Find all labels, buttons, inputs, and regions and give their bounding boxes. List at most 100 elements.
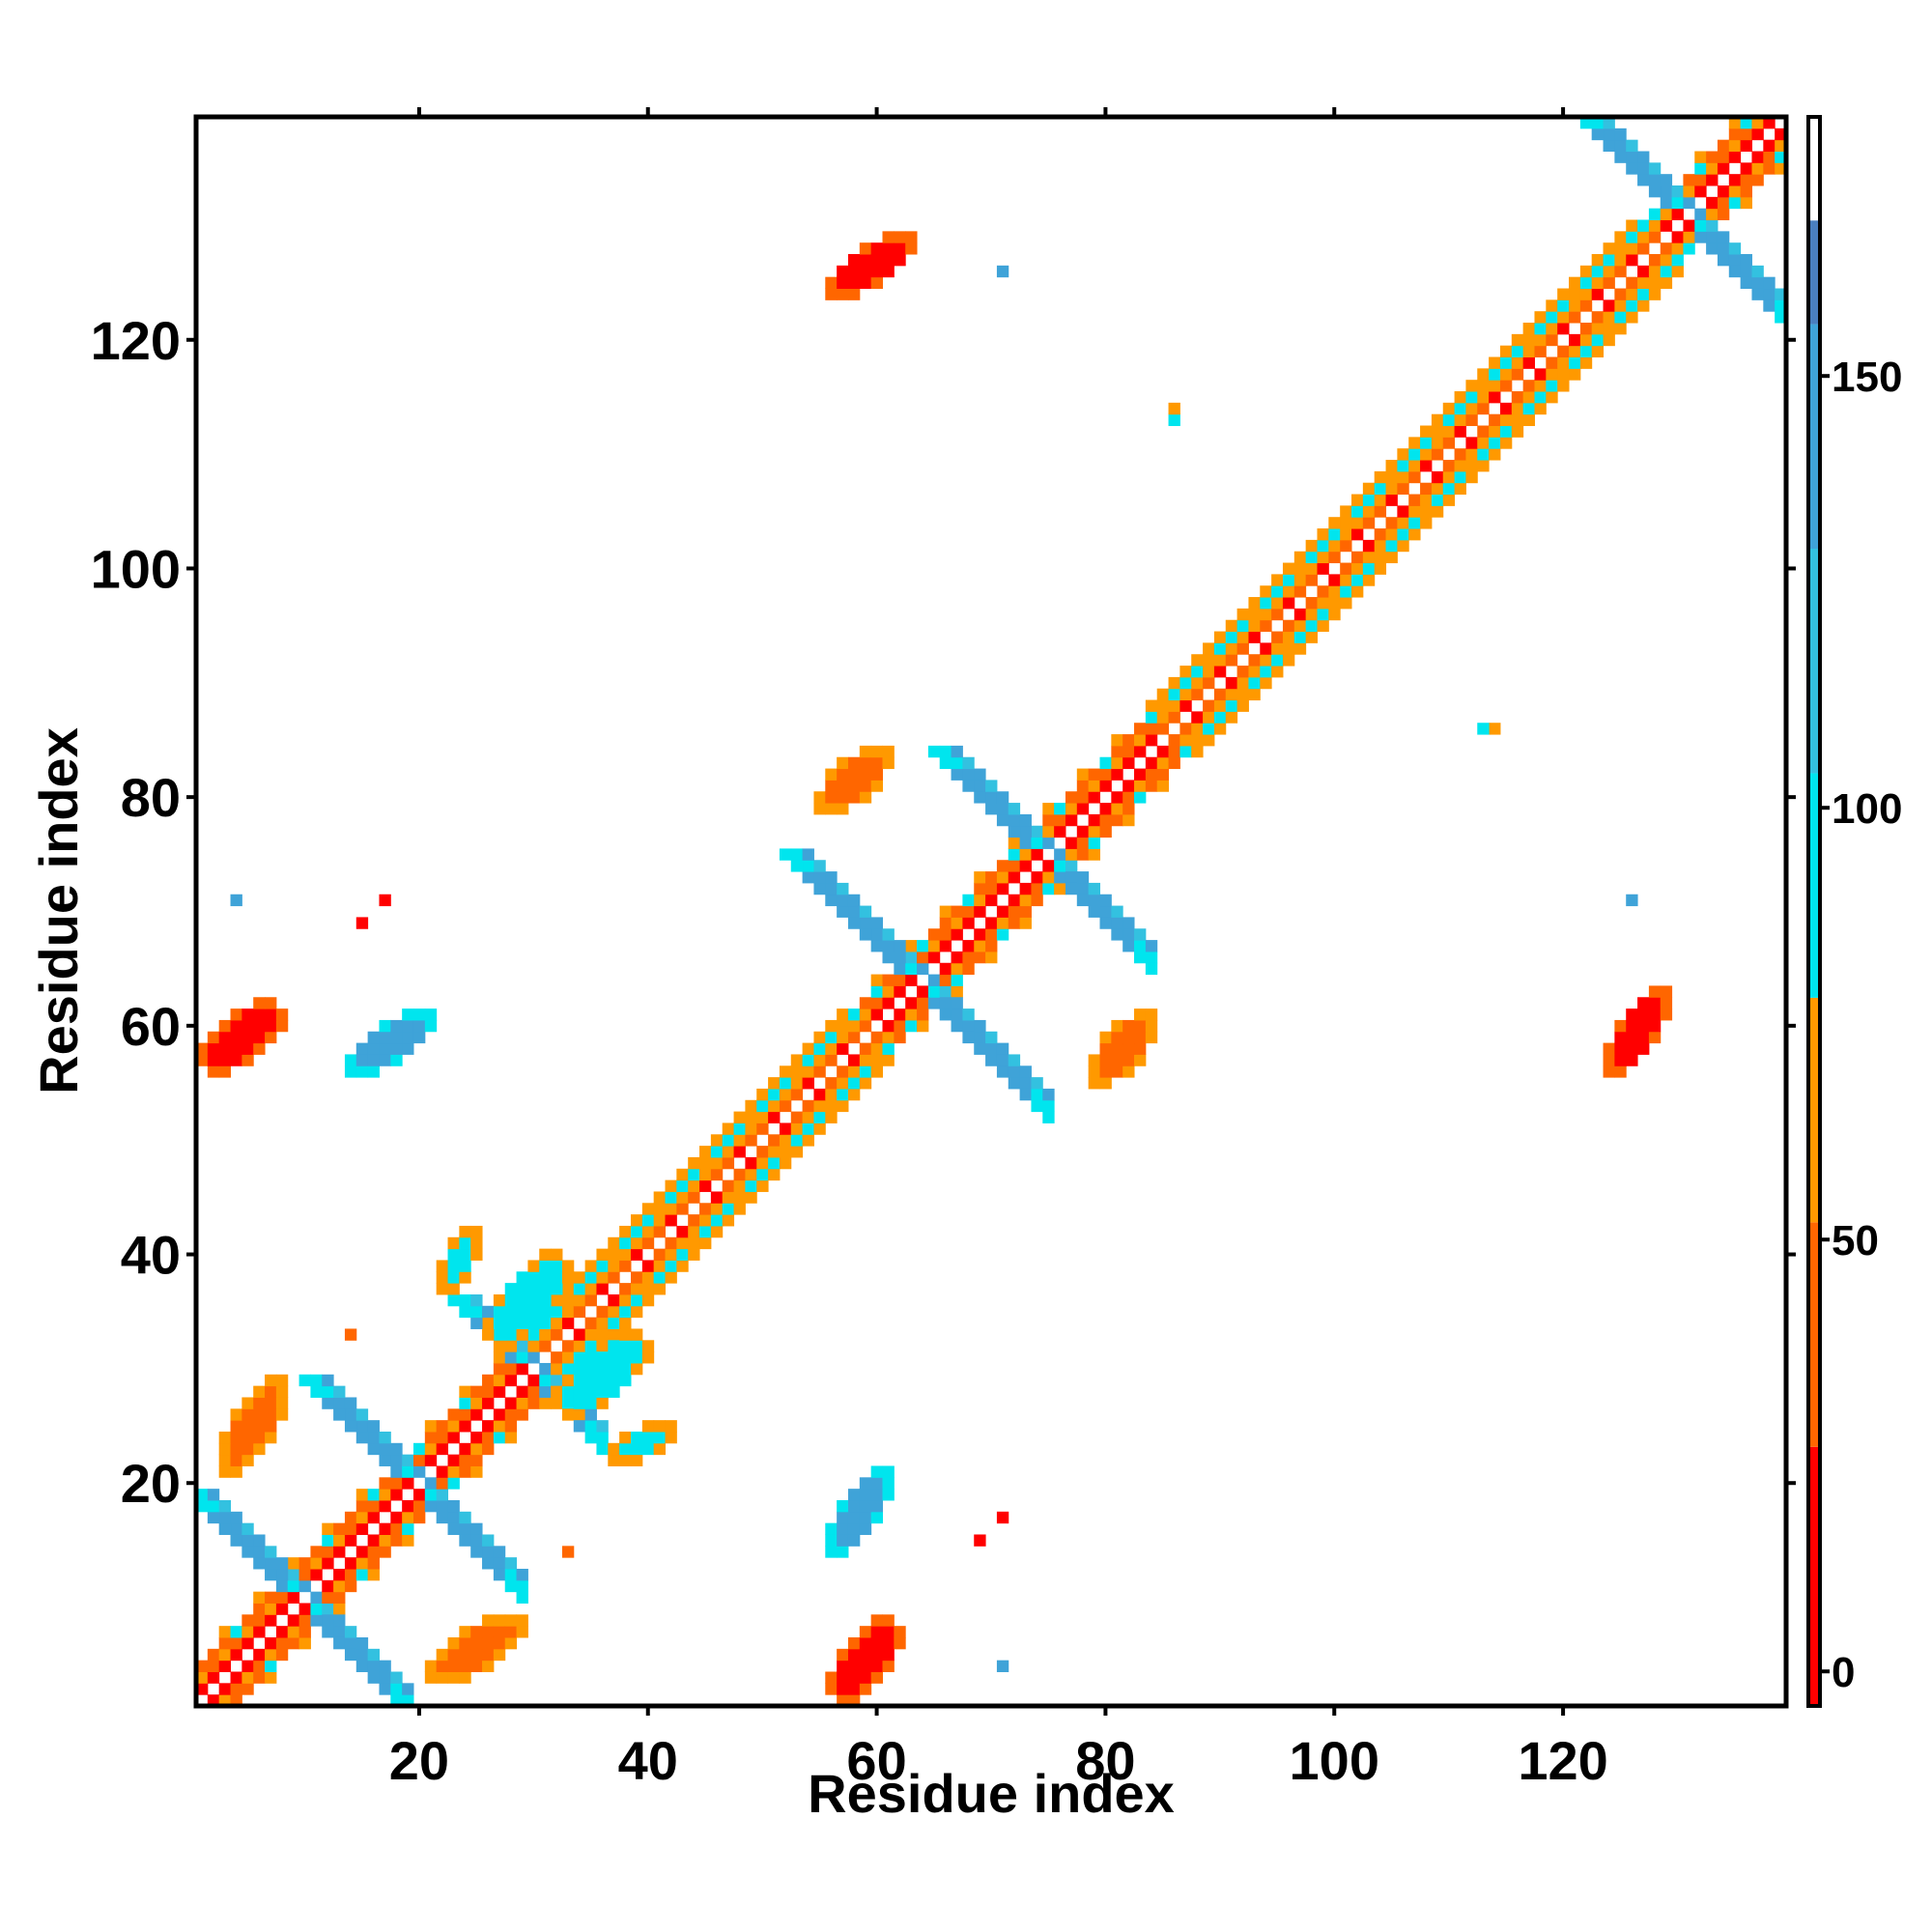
heatmap-cell: [1236, 676, 1249, 690]
heatmap-cell: [1042, 871, 1055, 884]
heatmap-cell: [1728, 117, 1742, 129]
heatmap-cell: [733, 1134, 746, 1147]
heatmap-cell: [1614, 1065, 1627, 1078]
heatmap-cell: [230, 1636, 242, 1650]
heatmap-cell: [1454, 460, 1466, 472]
heatmap-cell: [1374, 494, 1387, 506]
heatmap-cell: [1008, 803, 1021, 815]
heatmap-cell: [1248, 631, 1261, 643]
heatmap-cell: [390, 1042, 403, 1055]
heatmap-cell: [859, 1683, 872, 1695]
heatmap-cell: [608, 1385, 620, 1398]
heatmap-cell: [837, 780, 849, 792]
heatmap-cell: [1317, 551, 1329, 564]
heatmap-cell: [1213, 688, 1227, 701]
heatmap-cell: [882, 1489, 895, 1501]
heatmap-cell: [894, 1031, 906, 1044]
heatmap-cell: [1111, 905, 1123, 918]
heatmap-cell: [1763, 117, 1776, 129]
heatmap-cell: [1340, 562, 1352, 575]
heatmap-cell: [1740, 196, 1752, 210]
heatmap-cell: [710, 1191, 724, 1204]
heatmap-cell: [275, 1568, 289, 1581]
heatmap-cell: [1042, 803, 1055, 815]
heatmap-cell: [516, 1591, 528, 1604]
heatmap-cell: [561, 1408, 575, 1421]
heatmap-cell: [1134, 1019, 1147, 1033]
heatmap-cell: [837, 1019, 849, 1033]
heatmap-cell: [859, 1522, 872, 1535]
heatmap-cell: [1260, 597, 1272, 610]
heatmap-cell: [1648, 1019, 1662, 1033]
heatmap-cell: [847, 1660, 861, 1672]
heatmap-cell: [1431, 505, 1444, 518]
heatmap-cell: [859, 780, 872, 792]
heatmap-cell: [218, 1442, 232, 1456]
heatmap-cell: [847, 1522, 861, 1535]
heatmap-cell: [1065, 837, 1078, 849]
heatmap-cell: [1511, 413, 1524, 427]
heatmap-cell: [1603, 323, 1615, 335]
heatmap-cell: [1317, 528, 1329, 541]
heatmap-cell: [539, 1260, 552, 1272]
heatmap-cell: [917, 951, 929, 964]
heatmap-cell: [493, 1328, 506, 1341]
heatmap-cell: [355, 1489, 369, 1501]
heatmap-cell: [1282, 585, 1295, 598]
heatmap-cell: [1626, 288, 1638, 300]
y-tick-label: 20: [121, 1453, 181, 1514]
heatmap-cell: [837, 1660, 849, 1672]
heatmap-cell: [1065, 848, 1078, 861]
heatmap-cell: [1260, 666, 1272, 678]
heatmap-cell: [482, 1420, 495, 1433]
heatmap-cell: [436, 1271, 449, 1284]
heatmap-cell: [847, 1683, 861, 1695]
heatmap-cell: [1420, 517, 1433, 529]
heatmap-cell: [459, 1260, 471, 1272]
heatmap-cell: [745, 1168, 757, 1181]
heatmap-cell: [573, 1397, 586, 1409]
heatmap-cell: [1134, 745, 1147, 758]
heatmap-cell: [790, 1111, 804, 1123]
heatmap-cell: [1076, 791, 1090, 804]
heatmap-cell: [745, 1156, 757, 1170]
heatmap-cell: [1042, 1088, 1055, 1101]
heatmap-cell: [996, 905, 1009, 918]
heatmap-cell: [847, 780, 861, 792]
heatmap-cell: [1511, 391, 1524, 404]
heatmap-cell: [196, 1042, 209, 1055]
heatmap-cell: [493, 1340, 506, 1352]
heatmap-cell: [218, 1054, 232, 1066]
x-tick-label: 100: [1290, 1730, 1379, 1791]
heatmap-cell: [1477, 448, 1490, 461]
heatmap-cell: [1122, 1019, 1135, 1033]
heatmap-cell: [1728, 174, 1742, 186]
heatmap-cell: [1614, 242, 1627, 255]
heatmap-cell: [802, 1065, 814, 1078]
heatmap-cell: [242, 1009, 254, 1021]
heatmap-cell: [230, 1408, 242, 1421]
heatmap-cell: [459, 1225, 471, 1238]
heatmap-cell: [1076, 768, 1090, 781]
heatmap-cell: [275, 1408, 289, 1421]
heatmap-cell: [1534, 402, 1547, 415]
heatmap-cell: [859, 1636, 872, 1650]
heatmap-cell: [1614, 265, 1627, 278]
heatmap-cell: [1099, 917, 1112, 929]
heatmap-cell: [1626, 894, 1638, 907]
heatmap-cell: [1591, 265, 1605, 278]
heatmap-cell: [1522, 333, 1535, 347]
heatmap-cell: [1408, 494, 1421, 506]
heatmap-cell: [447, 1408, 460, 1421]
heatmap-cell: [1637, 265, 1650, 278]
heatmap-cell: [1362, 539, 1376, 553]
heatmap-cell: [653, 1225, 667, 1238]
heatmap-cell: [1156, 780, 1170, 792]
heatmap-cell: [367, 1546, 380, 1558]
heatmap-cell: [355, 1420, 369, 1433]
heatmap-cell: [962, 905, 975, 918]
heatmap-cell: [813, 882, 826, 895]
heatmap-cell: [447, 1522, 460, 1535]
heatmap-cell: [253, 1442, 266, 1456]
heatmap-cell: [412, 1031, 426, 1044]
